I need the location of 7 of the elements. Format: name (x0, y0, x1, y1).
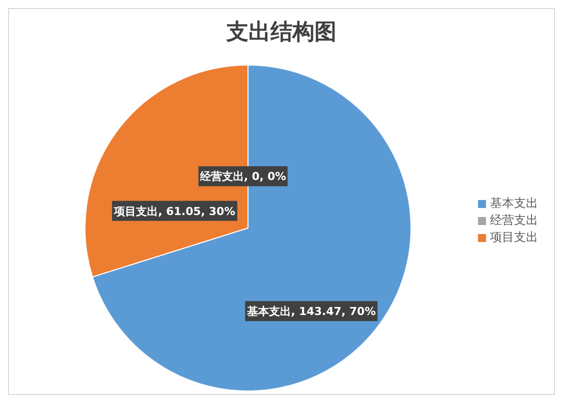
data-label: 基本支出, 143.47, 70% (246, 305, 376, 318)
legend-label: 项目支出 (490, 230, 538, 244)
data-label: 项目支出, 61.05, 30% (113, 204, 236, 218)
text: 经营支出, 0, 0% (200, 170, 286, 184)
legend-label: 经营支出 (490, 213, 538, 227)
legend-label: 基本支出 (490, 196, 538, 210)
chart-title: 支出结构图 (225, 19, 338, 47)
